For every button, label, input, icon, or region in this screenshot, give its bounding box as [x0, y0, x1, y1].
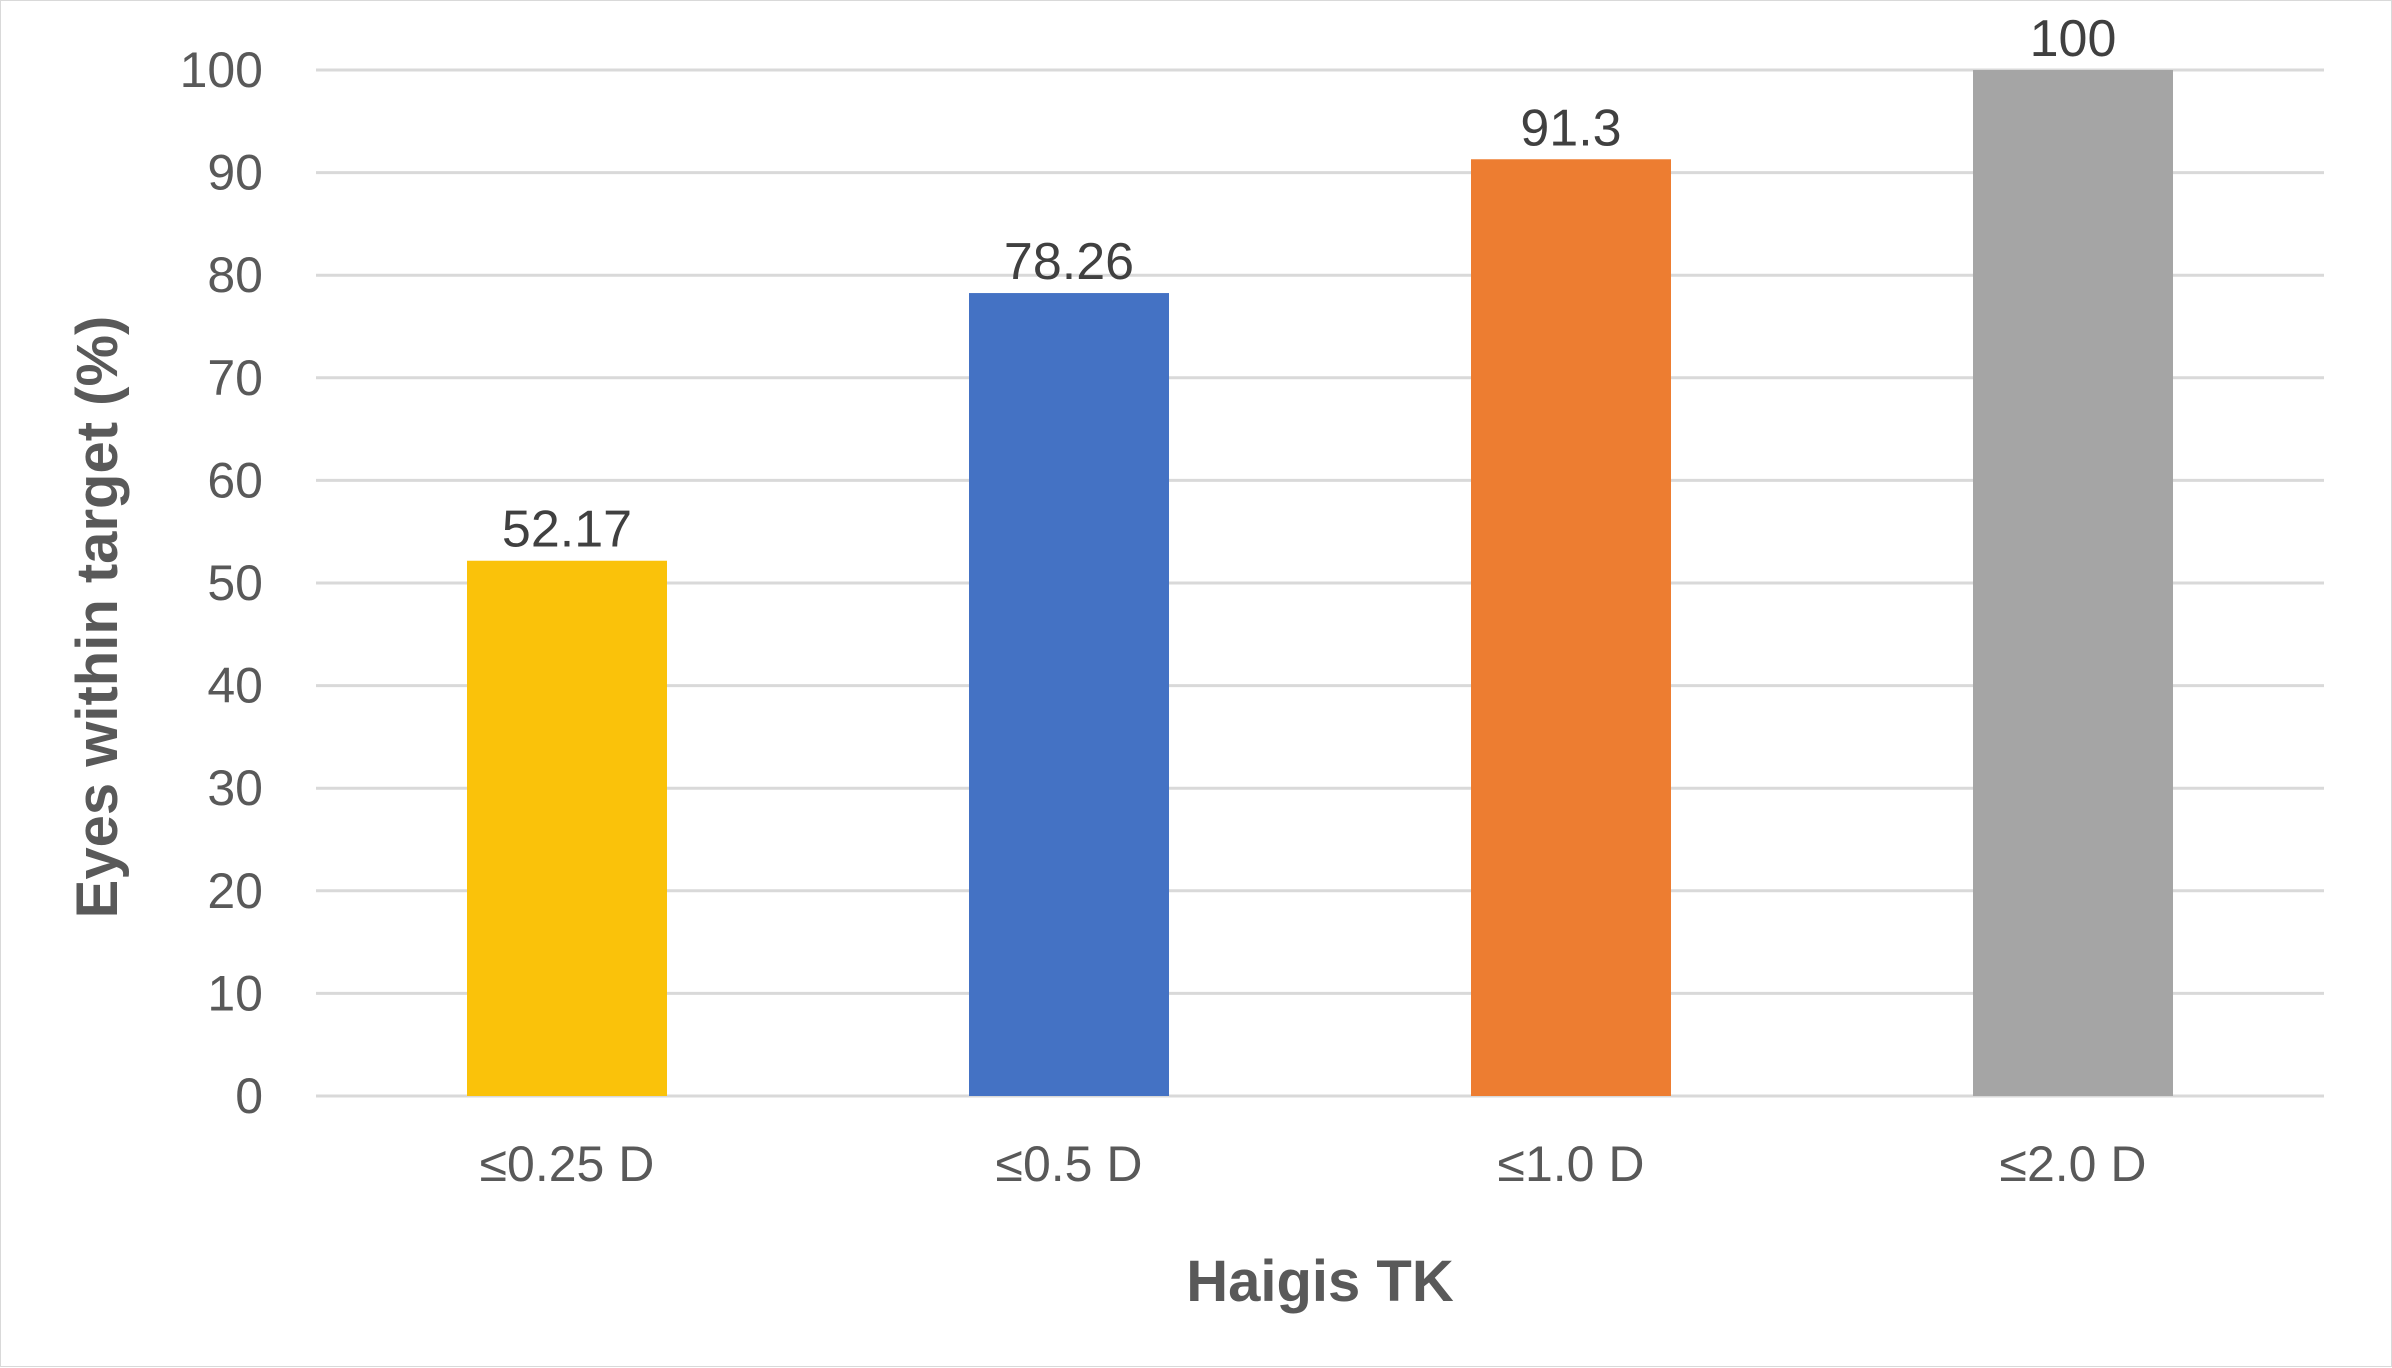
- data-label: 52.17: [502, 501, 632, 559]
- bar: [467, 560, 667, 1096]
- x-tick-label: ≤2.0 D: [2000, 1136, 2147, 1192]
- y-tick-label: 0: [235, 1068, 263, 1124]
- x-tick-label: ≤1.0 D: [1498, 1136, 1645, 1192]
- x-tick-label: ≤0.5 D: [996, 1136, 1143, 1192]
- x-axis-title: Haigis TK: [1186, 1249, 1454, 1314]
- y-tick-label: 80: [207, 247, 263, 303]
- data-label: 78.26: [1004, 233, 1134, 291]
- y-tick-label: 100: [180, 42, 263, 98]
- bar: [969, 293, 1169, 1097]
- y-tick-label: 50: [207, 555, 263, 611]
- bars: [467, 70, 2173, 1097]
- x-tick-label: ≤0.25 D: [480, 1136, 655, 1192]
- data-label: 100: [2030, 10, 2117, 68]
- bar: [1973, 70, 2173, 1096]
- y-tick-label: 60: [207, 452, 263, 508]
- y-tick-label: 30: [207, 760, 263, 816]
- y-tick-label: 10: [207, 965, 263, 1021]
- y-tick-label: 20: [207, 863, 263, 919]
- data-label: 91.3: [1520, 99, 1621, 157]
- x-axis-ticks: ≤0.25 D ≤0.5 D ≤1.0 D ≤2.0 D: [480, 1136, 2147, 1192]
- bar: [1471, 159, 1671, 1097]
- y-tick-label: 40: [207, 658, 263, 714]
- data-labels: 52.17 78.26 91.3 100: [502, 10, 2116, 559]
- y-axis-title: Eyes within target (%): [65, 316, 130, 919]
- y-axis-ticks: 0 10 20 30 40 50 60 70 80 90 100: [180, 42, 263, 1124]
- y-tick-label: 90: [207, 145, 263, 201]
- y-tick-label: 70: [207, 350, 263, 406]
